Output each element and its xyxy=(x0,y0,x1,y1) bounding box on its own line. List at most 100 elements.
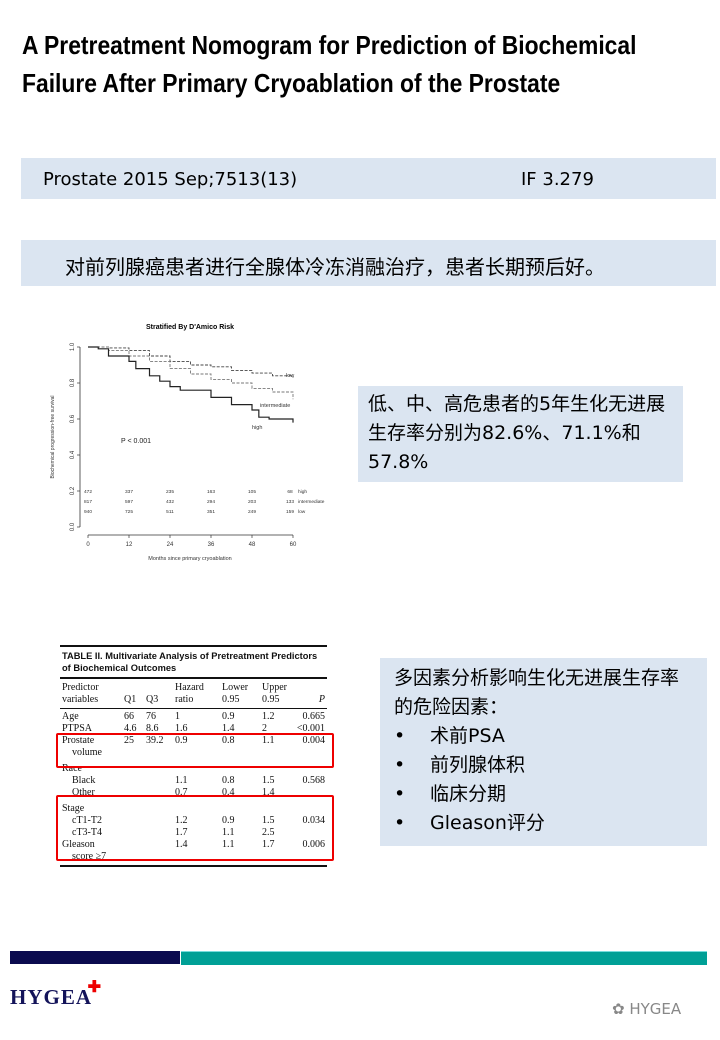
risk-factor-item: • Gleason评分 xyxy=(394,812,545,834)
at-risk-count: 249 xyxy=(248,509,256,515)
cell: 66 xyxy=(124,711,134,722)
y-tick-label: 0.6 xyxy=(70,414,76,423)
survival-note: 低、中、高危患者的5年生化无进展生存率分别为82.6%、71.1%和57.8% xyxy=(368,393,666,473)
footer-bar-teal xyxy=(181,951,707,965)
cell: 1.4 xyxy=(222,723,235,734)
at-risk-group-label: intermediate xyxy=(298,499,325,505)
cell: variables xyxy=(62,694,99,705)
at-risk-count: 337 xyxy=(125,489,133,495)
at-risk-count: 105 xyxy=(248,489,256,495)
risk-factor-item: • 术前PSA xyxy=(394,725,505,747)
table-header-row: Predictor Hazard Lower Upper xyxy=(60,682,327,694)
hygea-logo: HYGEA ✚ xyxy=(10,979,103,1009)
risk-factors-heading: 多因素分析影响生化无进展生存率的危险因素： xyxy=(394,667,680,718)
at-risk-count: 817 xyxy=(84,499,92,505)
cell: 0.4 xyxy=(222,787,235,798)
cell: score ≥7 xyxy=(72,851,107,862)
cell: 2 xyxy=(262,723,267,734)
x-axis-label: Months since primary cryoablation xyxy=(148,556,231,562)
cell: Lower xyxy=(222,682,249,693)
survival-curve-intermediate xyxy=(88,346,294,400)
cell: Predictor xyxy=(62,682,99,693)
cell: Hazard xyxy=(175,682,204,693)
cell: Race xyxy=(62,763,82,774)
table-row: Other 0.7 0.4 1.4 xyxy=(60,787,327,799)
at-risk-count: 203 xyxy=(248,499,256,505)
curve-label-high: high xyxy=(252,425,262,431)
cell: PTPSA xyxy=(62,723,93,734)
x-tick-label: 12 xyxy=(126,542,133,548)
chart-title: Stratified By D'Amico Risk xyxy=(146,324,234,331)
highlight-box-psa-volume xyxy=(56,733,334,768)
cell: 0.568 xyxy=(302,775,326,786)
y-axis-label: Biochemical progression-free survival xyxy=(50,395,56,478)
x-tick-label: 60 xyxy=(290,542,297,548)
table-row: Age 66 76 1 0.9 1.2 0.665 xyxy=(60,711,327,723)
x-tick-label: 0 xyxy=(86,542,90,548)
curve-label-low: low xyxy=(286,373,294,379)
y-tick-label: 0.4 xyxy=(70,450,76,459)
table-row: cT3-T4 1.7 1.1 2.5 xyxy=(60,827,327,839)
cell: 0.8 xyxy=(222,735,235,746)
table-row: Stage xyxy=(60,803,327,815)
at-risk-count: 294 xyxy=(207,499,215,505)
at-risk-count: 159 xyxy=(286,509,294,515)
cell: 1.2 xyxy=(175,815,188,826)
cell: 0.95 xyxy=(222,694,240,705)
y-tick-label: 0.8 xyxy=(70,378,76,387)
at-risk-count: 133 xyxy=(286,499,294,505)
cell: 1.4 xyxy=(262,787,275,798)
table-row: Gleason 1.4 1.1 1.7 0.006 xyxy=(60,839,327,851)
cell: 0.7 xyxy=(175,787,188,798)
risk-factors-box: 多因素分析影响生化无进展生存率的危险因素： • 术前PSA • 前列腺体积 • 临床分期 •… xyxy=(380,658,707,846)
cell: Black xyxy=(72,775,96,786)
at-risk-count: 597 xyxy=(125,499,133,505)
cell: 1.1 xyxy=(222,827,235,838)
table-row: score ≥7 xyxy=(60,851,327,863)
at-risk-group-label: low xyxy=(298,509,306,515)
survival-chart: Stratified By D'Amico Risk 0 12 24 36 48 60 0.0… xyxy=(50,324,325,562)
cell: Other xyxy=(72,787,95,798)
cell: 0.004 xyxy=(302,735,326,746)
slide-title: A Pretreatment Nomogram for Prediction o… xyxy=(22,30,637,98)
cell: cT3-T4 xyxy=(72,827,102,838)
survival-curve-high xyxy=(88,346,294,423)
cell: 1.7 xyxy=(262,839,275,850)
cell: 1.7 xyxy=(175,827,188,838)
cell: 25 xyxy=(124,735,134,746)
at-risk-count: 235 xyxy=(166,489,174,495)
x-tick-label: 24 xyxy=(167,542,174,548)
cell: Q1 xyxy=(124,694,137,705)
table-row: Black 1.1 0.8 1.5 0.568 xyxy=(60,775,327,787)
curve-label-intermediate: intermediate xyxy=(260,403,290,409)
table-row: cT1-T2 1.2 0.9 1.5 0.034 xyxy=(60,815,327,827)
cell: 4.6 xyxy=(124,723,137,734)
highlight-box-stage-gleason xyxy=(56,795,334,861)
cell: 1.6 xyxy=(175,723,188,734)
cell: Prostate xyxy=(62,735,95,746)
cell: 1.1 xyxy=(262,735,275,746)
cell: 0.006 xyxy=(302,839,326,850)
summary-text: 对前列腺癌患者进行全腺体冷冻消融治疗，患者长期预后好。 xyxy=(65,255,605,279)
cell: 0.034 xyxy=(302,815,326,826)
cell: 1.5 xyxy=(262,815,275,826)
y-tick-label: 1.0 xyxy=(70,342,76,351)
watermark: ✿ HYGEA xyxy=(612,1000,682,1018)
cell: 8.6 xyxy=(146,723,159,734)
x-tick-label: 48 xyxy=(249,542,256,548)
cell: Gleason xyxy=(62,839,95,850)
risk-factor-item: • 前列腺体积 xyxy=(394,754,526,776)
table-row: Race xyxy=(60,763,327,775)
table-row: volume xyxy=(60,747,327,759)
wechat-icon: ✿ xyxy=(612,1000,630,1018)
at-risk-count: 725 xyxy=(125,509,133,515)
x-tick-label: 36 xyxy=(208,542,215,548)
cell: Q3 xyxy=(146,694,159,705)
footer-bar-navy xyxy=(10,951,180,964)
cell: <0.001 xyxy=(296,723,325,734)
at-risk-count: 511 xyxy=(166,509,174,515)
table-caption: TABLE II. Multivariate Analysis of Pretr… xyxy=(62,651,318,673)
cell: P xyxy=(318,694,325,705)
cell: 2.5 xyxy=(262,827,275,838)
cell: 0.9 xyxy=(175,735,188,746)
